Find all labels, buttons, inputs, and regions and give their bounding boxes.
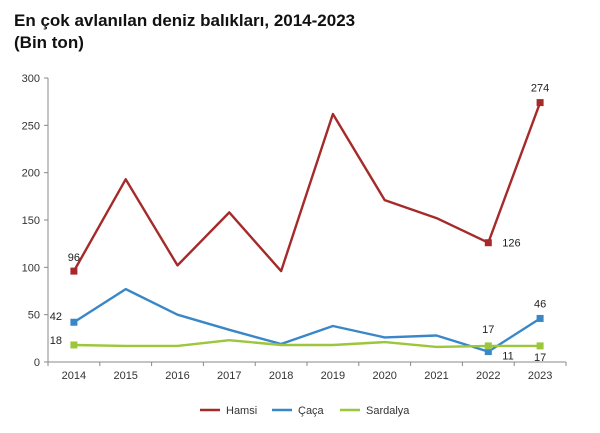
data-label: 42 xyxy=(50,311,62,323)
chart-title-text: En çok avlanılan deniz balıkları, 2014-2… xyxy=(14,11,356,30)
x-tick-label: 2018 xyxy=(269,370,293,382)
data-point-marker xyxy=(536,99,544,107)
y-tick-label: 200 xyxy=(22,168,40,180)
data-label: 126 xyxy=(502,238,520,250)
legend-label: Hamsi xyxy=(226,405,257,417)
series-line-sardalya xyxy=(73,339,541,349)
y-tick-label: 50 xyxy=(28,310,40,322)
data-point-marker xyxy=(536,342,544,350)
data-label: 274 xyxy=(531,83,549,95)
data-label: 46 xyxy=(534,298,546,310)
chart-title: En çok avlanılan deniz balıkları, 2014-2… xyxy=(14,10,355,54)
data-label: 96 xyxy=(68,252,80,264)
x-tick-label: 2015 xyxy=(113,370,137,382)
data-point-marker xyxy=(70,267,78,275)
data-point-marker xyxy=(536,314,544,322)
data-label: 17 xyxy=(482,324,494,336)
data-point-marker xyxy=(484,239,492,247)
x-tick-label: 2014 xyxy=(62,370,86,382)
y-tick-label: 0 xyxy=(34,357,40,369)
y-tick-label: 300 xyxy=(22,73,40,85)
x-tick-label: 2021 xyxy=(424,370,448,382)
y-tick-label: 250 xyxy=(22,120,40,132)
data-point-marker xyxy=(70,341,78,349)
data-label: 11 xyxy=(502,351,513,363)
x-tick-label: 2020 xyxy=(372,370,396,382)
x-tick-label: 2016 xyxy=(165,370,189,382)
data-point-marker xyxy=(484,342,492,350)
series-line-çaça xyxy=(73,287,541,353)
y-tick-label: 100 xyxy=(22,262,40,274)
chart-subtitle: (Bin ton) xyxy=(14,33,84,52)
data-point-marker xyxy=(484,348,492,356)
data-point-marker xyxy=(70,318,78,326)
x-tick-label: 2023 xyxy=(528,370,552,382)
data-label: 17 xyxy=(534,352,546,364)
x-tick-label: 2022 xyxy=(476,370,500,382)
legend-label: Sardalya xyxy=(366,405,410,417)
x-tick-label: 2019 xyxy=(321,370,345,382)
data-label: 18 xyxy=(50,335,62,347)
series-line-hamsi xyxy=(72,102,542,273)
legend-label: Çaça xyxy=(298,405,325,417)
x-tick-label: 2017 xyxy=(217,370,241,382)
y-tick-label: 150 xyxy=(22,215,40,227)
